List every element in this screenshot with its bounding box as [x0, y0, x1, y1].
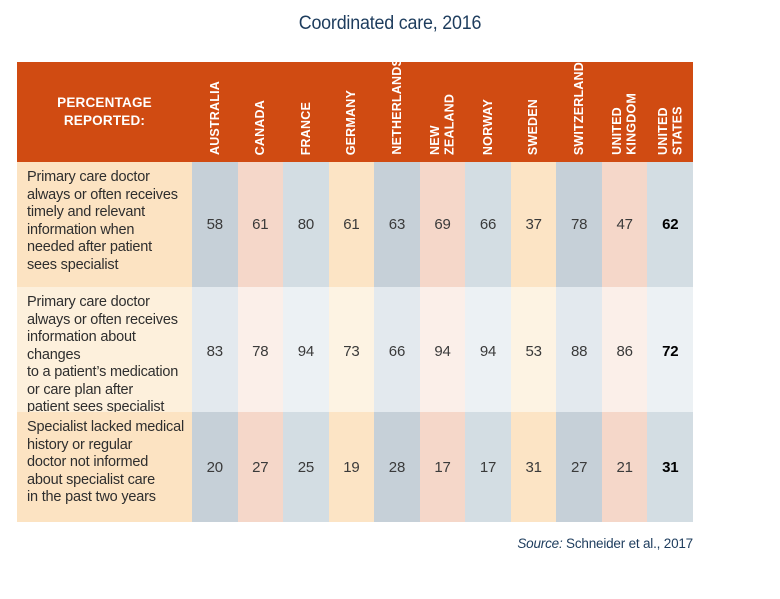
column-header-sweden: SWEDEN: [511, 62, 557, 162]
column-header-label: UNITED KINGDOM: [610, 93, 639, 155]
table-row-1: Primary care doctor always or often rece…: [17, 287, 693, 417]
value-cell-netherlands: 28: [374, 412, 420, 522]
value-cell-sweden: 53: [510, 287, 557, 417]
value-cell-australia: 20: [192, 412, 238, 522]
value-cell-sweden: 31: [510, 412, 557, 522]
value-cell-united-states: 62: [647, 162, 693, 287]
table-row-0: Primary care doctor always or often rece…: [17, 162, 693, 287]
source-prefix: Source:: [517, 536, 563, 551]
value-cell-germany: 19: [328, 412, 375, 522]
column-header-australia: AUSTRALIA: [192, 62, 238, 162]
source-line: Source: Schneider et al., 2017: [17, 536, 693, 551]
value-cell-united-kingdom: 21: [601, 412, 648, 522]
value-cell-canada: 78: [237, 287, 284, 417]
value-cell-united-kingdom: 47: [601, 162, 648, 287]
column-header-label: UNITED STATES: [655, 106, 685, 155]
value-cell-norway: 17: [465, 412, 511, 522]
column-header-label: NORWAY: [480, 98, 495, 155]
value-cell-france: 25: [283, 412, 329, 522]
value-cell-switzerland: 27: [556, 412, 602, 522]
value-cell-united-states: 72: [647, 287, 693, 417]
value-cell-norway: 66: [465, 162, 511, 287]
column-header-label: SWITZERLAND: [571, 62, 586, 155]
column-header-label: NETHERLANDS: [389, 62, 404, 155]
column-header-united-states: UNITED STATES: [647, 62, 693, 162]
value-cell-canada: 61: [237, 162, 284, 287]
column-header-germany: GERMANY: [329, 62, 375, 162]
column-header-label: SWEDEN: [526, 98, 541, 155]
value-cell-norway: 94: [465, 287, 511, 417]
row-label: Primary care doctor always or often rece…: [17, 287, 192, 417]
value-cell-australia: 58: [192, 162, 238, 287]
value-cell-australia: 83: [192, 287, 238, 417]
value-cell-germany: 61: [328, 162, 375, 287]
column-header-switzerland: SWITZERLAND: [556, 62, 602, 162]
source-citation: Schneider et al., 2017: [562, 536, 693, 551]
chart-title: Coordinated care, 2016: [298, 13, 482, 34]
value-cell-united-states: 31: [647, 412, 693, 522]
table-row-2: Specialist lacked medical history or reg…: [17, 412, 693, 522]
value-cell-germany: 73: [328, 287, 375, 417]
row-label: Primary care doctor always or often rece…: [17, 162, 192, 287]
column-header-label: AUSTRALIA: [207, 80, 222, 155]
row-label: Specialist lacked medical history or reg…: [17, 412, 192, 522]
column-header-united-kingdom: UNITED KINGDOM: [602, 62, 648, 162]
value-cell-new-zealand: 94: [419, 287, 466, 417]
value-cell-sweden: 37: [510, 162, 557, 287]
column-header-norway: NORWAY: [465, 62, 511, 162]
coordinated-care-table: PERCENTAGE REPORTED: AUSTRALIA CANADA FRAN…: [17, 62, 693, 522]
table-header-row: PERCENTAGE REPORTED: AUSTRALIA CANADA FRAN…: [17, 62, 693, 162]
value-cell-switzerland: 78: [556, 162, 602, 287]
column-header-france: FRANCE: [283, 62, 329, 162]
value-cell-france: 80: [283, 162, 329, 287]
column-header-canada: CANADA: [238, 62, 284, 162]
value-cell-switzerland: 88: [556, 287, 602, 417]
column-header-label: FRANCE: [298, 101, 313, 155]
column-header-label: GERMANY: [344, 89, 359, 155]
value-cell-netherlands: 63: [374, 162, 420, 287]
header-corner-label: PERCENTAGE REPORTED:: [57, 94, 152, 128]
value-cell-united-kingdom: 86: [601, 287, 648, 417]
column-header-new-zealand: NEW ZEALAND: [420, 62, 466, 162]
column-header-label: NEW ZEALAND: [428, 93, 457, 155]
column-header-label: CANADA: [253, 99, 268, 155]
value-cell-france: 94: [283, 287, 329, 417]
value-cell-new-zealand: 69: [419, 162, 466, 287]
column-header-netherlands: NETHERLANDS: [374, 62, 420, 162]
value-cell-netherlands: 66: [374, 287, 420, 417]
value-cell-new-zealand: 17: [419, 412, 466, 522]
value-cell-canada: 27: [237, 412, 284, 522]
